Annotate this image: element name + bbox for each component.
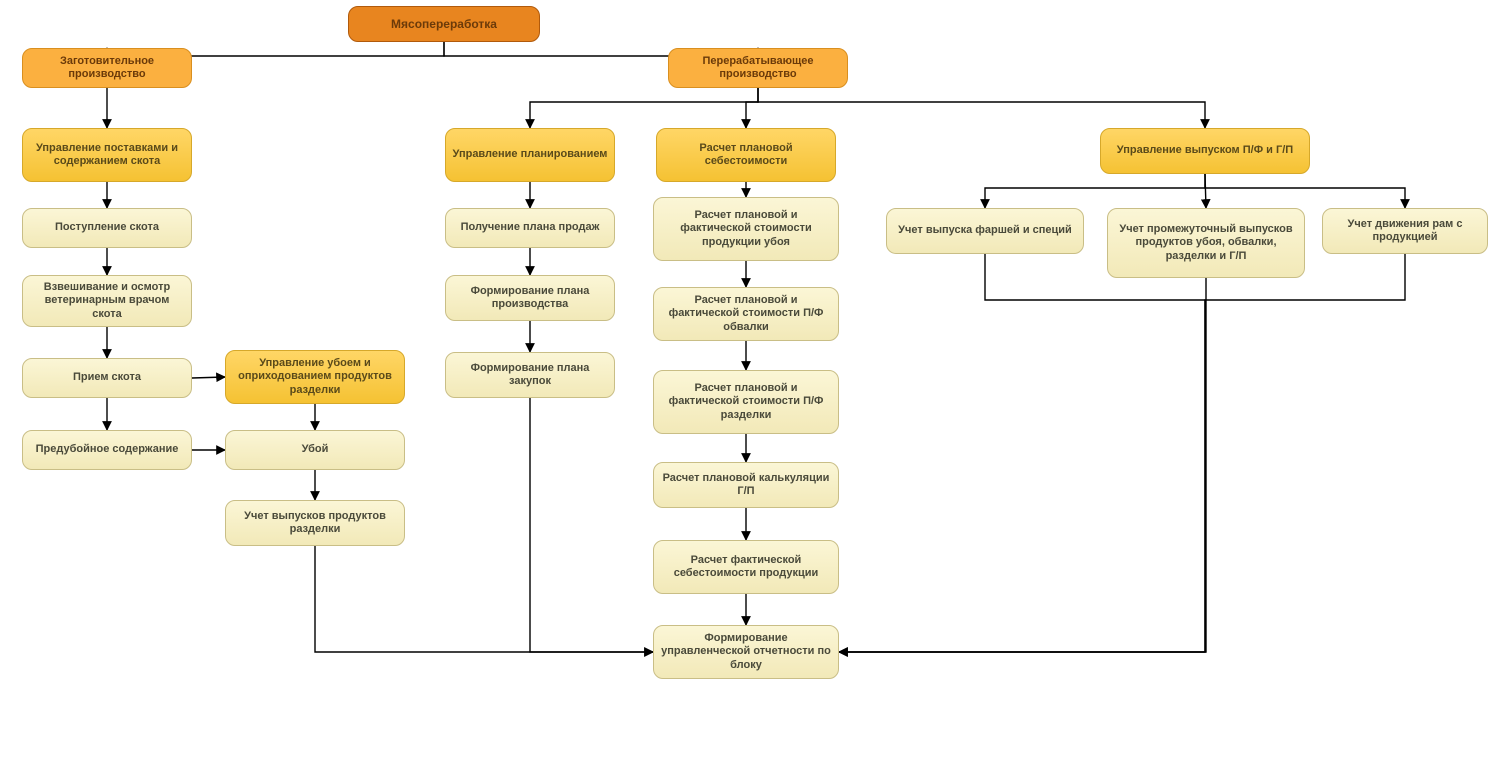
node-label: Формирование плана производства <box>452 285 608 311</box>
node-uboy: Убой <box>225 430 405 470</box>
node-label: Учет выпусков продуктов разделки <box>232 510 398 536</box>
node-label: Прием скота <box>73 371 141 384</box>
node-upr_post: Управление поставками и содержанием скот… <box>22 128 192 182</box>
edge-pererab-upr_vyp <box>758 88 1205 128</box>
flowchart-canvas: Мясопереработка Заготовительное производс… <box>0 0 1495 782</box>
node-zagot: Заготовительное производство <box>22 48 192 88</box>
node-label: Взвешивание и осмотр ветеринарным врачом… <box>29 281 185 321</box>
node-priem: Прием скота <box>22 358 192 398</box>
node-post_skot: Поступление скота <box>22 208 192 248</box>
node-predub: Предубойное содержание <box>22 430 192 470</box>
edge-u1-r6 <box>839 254 1205 652</box>
node-label: Учет промежуточный выпусков продуктов уб… <box>1114 223 1298 263</box>
node-u2: Учет промежуточный выпусков продуктов уб… <box>1107 208 1305 278</box>
edge-upr_vyp-u3 <box>1205 174 1405 208</box>
node-r1: Расчет плановой и фактической стоимости … <box>653 197 839 261</box>
node-upr_uboy: Управление убоем и оприходованием продук… <box>225 350 405 404</box>
node-label: Управление поставками и содержанием скот… <box>29 142 185 168</box>
node-plan_prod: Получение плана продаж <box>445 208 615 248</box>
node-label: Предубойное содержание <box>36 443 179 456</box>
node-label: Расчет плановой и фактической стоимости … <box>660 209 832 249</box>
node-vzvsh: Взвешивание и осмотр ветеринарным врачом… <box>22 275 192 327</box>
node-uchet_razd: Учет выпусков продуктов разделки <box>225 500 405 546</box>
node-label: Расчет плановой и фактической стоимости … <box>660 294 832 334</box>
edge-upr_vyp-u2 <box>1205 174 1206 208</box>
node-r5: Расчет фактической себестоимости продукц… <box>653 540 839 594</box>
node-r3: Расчет плановой и фактической стоимости … <box>653 370 839 434</box>
node-plan_proizv: Формирование плана производства <box>445 275 615 321</box>
node-label: Получение плана продаж <box>461 221 600 234</box>
edge-u2-r6 <box>839 278 1206 652</box>
node-label: Учет движения рам с продукцией <box>1329 218 1481 244</box>
node-label: Перерабатывающее производство <box>675 55 841 81</box>
edge-pererab-upr_plan <box>530 88 758 128</box>
node-label: Управление планированием <box>453 148 608 161</box>
node-label: Поступление скота <box>55 221 159 234</box>
node-u1: Учет выпуска фаршей и специй <box>886 208 1084 254</box>
node-r2: Расчет плановой и фактической стоимости … <box>653 287 839 341</box>
edge-priem-upr_uboy <box>192 377 225 378</box>
node-label: Расчет плановой и фактической стоимости … <box>660 382 832 422</box>
edge-uchet_razd-r6 <box>315 546 653 652</box>
node-upr_vyp: Управление выпуском П/Ф и Г/П <box>1100 128 1310 174</box>
node-upr_plan: Управление планированием <box>445 128 615 182</box>
node-plan_zakup: Формирование плана закупок <box>445 352 615 398</box>
node-pererab: Перерабатывающее производство <box>668 48 848 88</box>
edge-plan_zakup-r6 <box>530 398 653 652</box>
node-r4: Расчет плановой калькуляции Г/П <box>653 462 839 508</box>
edge-pererab-raschet <box>746 88 758 128</box>
node-label: Управление убоем и оприходованием продук… <box>232 357 398 397</box>
node-raschet: Расчет плановой себестоимости <box>656 128 836 182</box>
edge-upr_vyp-u1 <box>985 174 1205 208</box>
node-r6: Формирование управленческой отчетности п… <box>653 625 839 679</box>
node-label: Убой <box>302 443 329 456</box>
node-root: Мясопереработка <box>348 6 540 42</box>
node-label: Расчет плановой калькуляции Г/П <box>660 472 832 498</box>
node-label: Управление выпуском П/Ф и Г/П <box>1117 144 1293 157</box>
node-label: Учет выпуска фаршей и специй <box>898 224 1072 237</box>
node-u3: Учет движения рам с продукцией <box>1322 208 1488 254</box>
node-label: Расчет фактической себестоимости продукц… <box>660 554 832 580</box>
node-label: Расчет плановой себестоимости <box>663 142 829 168</box>
edge-u3-r6 <box>839 254 1405 652</box>
node-label: Заготовительное производство <box>29 55 185 81</box>
node-label: Формирование управленческой отчетности п… <box>660 632 832 672</box>
node-label: Формирование плана закупок <box>452 362 608 388</box>
node-label: Мясопереработка <box>391 17 497 31</box>
